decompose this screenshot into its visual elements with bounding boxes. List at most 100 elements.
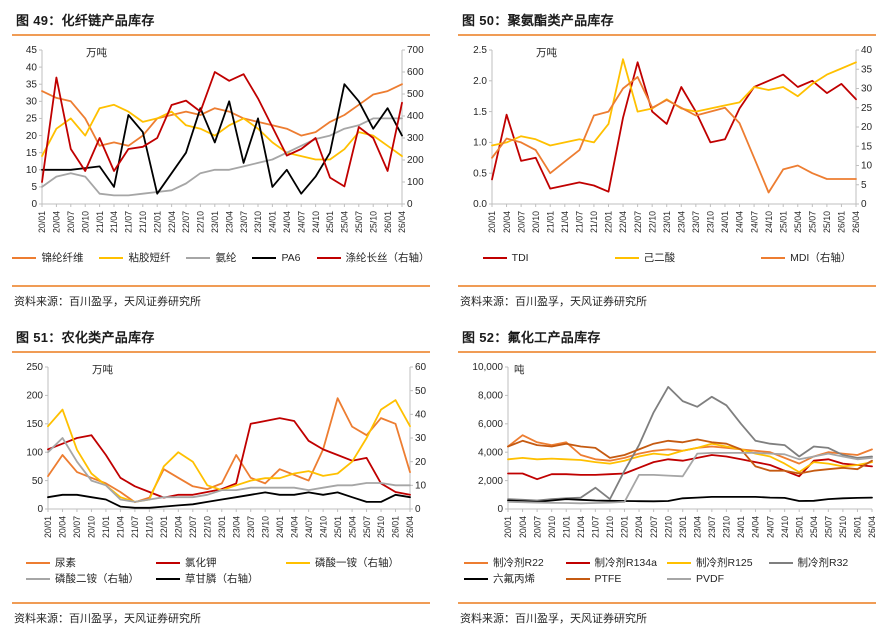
- x-axis-tick-label: 24/04: [751, 516, 761, 538]
- legend-label: TDI: [511, 252, 529, 264]
- series-line-0: [491, 61, 857, 193]
- legend-line-swatch: [768, 562, 793, 565]
- x-axis-tick-label: 21/07: [124, 211, 134, 233]
- x-axis-tick-label: 21/10: [138, 211, 148, 233]
- series-line-1: [47, 417, 411, 499]
- x-axis-tick-label: 22/01: [620, 516, 630, 538]
- legend-label: PVDF: [696, 573, 725, 586]
- x-axis-tick-label: 26/01: [391, 516, 401, 538]
- legend-item: 制冷剂R125: [667, 555, 753, 571]
- y-axis-tick-label: 0: [497, 504, 503, 515]
- x-axis-tick-label: 21/10: [605, 516, 615, 538]
- y-axis-tick-label: 200: [26, 391, 43, 402]
- x-axis-tick-label: 23/04: [676, 211, 686, 233]
- x-axis-tick-label: 23/10: [722, 516, 732, 538]
- legend-line-swatch: [156, 578, 180, 581]
- legend-label: 草甘膦（右轴）: [185, 573, 259, 586]
- series-line-2: [507, 442, 873, 473]
- y-axis-tick-label: 100: [26, 447, 43, 458]
- x-axis-tick-label: 22/04: [618, 211, 628, 233]
- y-axis-tick-label: 1.5: [473, 107, 487, 118]
- series-line-2: [491, 76, 857, 194]
- x-axis-tick-label: 26/04: [851, 211, 861, 233]
- x-axis-tick-label: 23/01: [678, 516, 688, 538]
- legend-line-swatch: [482, 257, 507, 260]
- legend-label: 锦纶纤维: [41, 252, 84, 264]
- legend-label: 制冷剂R22: [493, 557, 544, 569]
- y2-axis-tick-label: 0: [861, 199, 867, 210]
- x-axis-tick-label: 24/07: [304, 516, 314, 538]
- legend-item: 涤纶长丝（右轴）: [316, 250, 430, 266]
- x-axis-tick-label: 24/01: [736, 516, 746, 538]
- legend-label: PTFE: [594, 573, 622, 586]
- x-axis-tick-label: 21/10: [589, 211, 599, 233]
- x-axis-tick-label: 21/07: [591, 516, 601, 538]
- x-axis-tick-label: 20/04: [52, 211, 62, 233]
- x-axis-tick-label: 20/10: [87, 516, 97, 538]
- y-axis-tick-label: 250: [26, 362, 43, 373]
- legend-item: PTFE: [565, 571, 622, 587]
- legend-label: 磷酸一铵（右轴）: [315, 557, 399, 569]
- x-axis-tick-label: 22/07: [649, 516, 659, 538]
- y-axis-tick-label: 0: [37, 504, 43, 515]
- x-axis-tick-label: 25/07: [362, 516, 372, 538]
- y2-axis-tick-label: 30: [415, 433, 427, 444]
- series-line-3: [47, 437, 411, 503]
- chart-legend: 尿素 氯化钾 磷酸一铵（右轴） 磷酸二铵（右轴） 草甘膦（右轴）: [12, 555, 430, 588]
- x-axis-tick-label: 24/07: [296, 211, 306, 233]
- series-line-3: [41, 83, 403, 195]
- x-axis-tick-label: 21/01: [101, 516, 111, 538]
- x-axis-tick-label: 24/01: [268, 211, 278, 233]
- legend-item: PVDF: [667, 571, 724, 587]
- x-axis-tick-label: 25/10: [368, 211, 378, 233]
- axis-unit-label: 万吨: [86, 46, 107, 59]
- figure-panel-51: 图 51：农化类产品库存 0 50 100 150 200 250 0 10 20 30 40 50 6…: [0, 317, 446, 634]
- figure-title: 图 51：农化类产品库存: [12, 325, 430, 353]
- x-axis-tick-label: 22/10: [196, 211, 206, 233]
- x-axis-tick-label: 23/07: [239, 211, 249, 233]
- x-axis-tick-label: 22/01: [604, 211, 614, 233]
- legend-label: 尿素: [55, 557, 76, 569]
- line-chart: 0 50 100 150 200 250 0 10 20 30 40 50 60 20/01 20/04 20…: [26, 362, 427, 538]
- x-axis-tick-label: 24/07: [765, 516, 775, 538]
- legend-label: 己二酸: [643, 252, 676, 264]
- legend-item: 氯化钾: [156, 555, 217, 571]
- legend-label: 涤纶长丝（右轴）: [345, 252, 430, 264]
- source-note: 资料来源：百川盈孚，天风证券研究所: [458, 602, 876, 634]
- y-axis-tick-label: 6,000: [478, 419, 503, 430]
- series-line-6: [507, 452, 873, 505]
- y-axis-tick-label: 10,000: [472, 362, 503, 373]
- x-axis-tick-label: 22/10: [663, 516, 673, 538]
- x-axis-tick-label: 26/01: [383, 211, 393, 233]
- legend-line-swatch: [26, 562, 50, 565]
- legend-line-swatch: [614, 257, 639, 260]
- y2-axis-tick-label: 100: [407, 177, 424, 188]
- y2-axis-tick-label: 60: [415, 362, 427, 373]
- series-line-4: [41, 71, 403, 188]
- x-axis-tick-label: 21/07: [130, 516, 140, 538]
- y2-axis-tick-label: 10: [415, 481, 427, 492]
- x-axis-tick-label: 23/04: [224, 211, 234, 233]
- x-axis-tick-label: 23/07: [691, 211, 701, 233]
- legend-item: TDI: [482, 250, 529, 266]
- series-line-1: [41, 103, 403, 161]
- series-line-3: [507, 385, 873, 502]
- x-axis-tick-label: 21/01: [561, 516, 571, 538]
- figure-title: 图 49：化纤链产品库存: [12, 8, 430, 36]
- x-axis-tick-label: 25/01: [778, 211, 788, 233]
- series-line-4: [47, 491, 411, 509]
- legend-line-swatch: [26, 578, 50, 581]
- legend-line-swatch: [565, 578, 590, 581]
- x-axis-tick-label: 24/04: [735, 211, 745, 233]
- x-axis-tick-label: 22/07: [633, 211, 643, 233]
- y2-axis-tick-label: 0: [407, 199, 413, 210]
- y2-axis-tick-label: 25: [861, 103, 873, 114]
- series-line-4: [507, 495, 873, 503]
- legend-item: PA6: [252, 250, 301, 266]
- series-line-5: [507, 438, 873, 475]
- x-axis-tick-label: 25/04: [793, 211, 803, 233]
- legend-line-swatch: [667, 562, 691, 565]
- y2-axis-tick-label: 30: [861, 84, 873, 95]
- line-chart: 0.0 0.5 1.0 1.5 2.0 2.5 0 5 10 15 20 25 30 35 40 20/01 2…: [473, 45, 873, 233]
